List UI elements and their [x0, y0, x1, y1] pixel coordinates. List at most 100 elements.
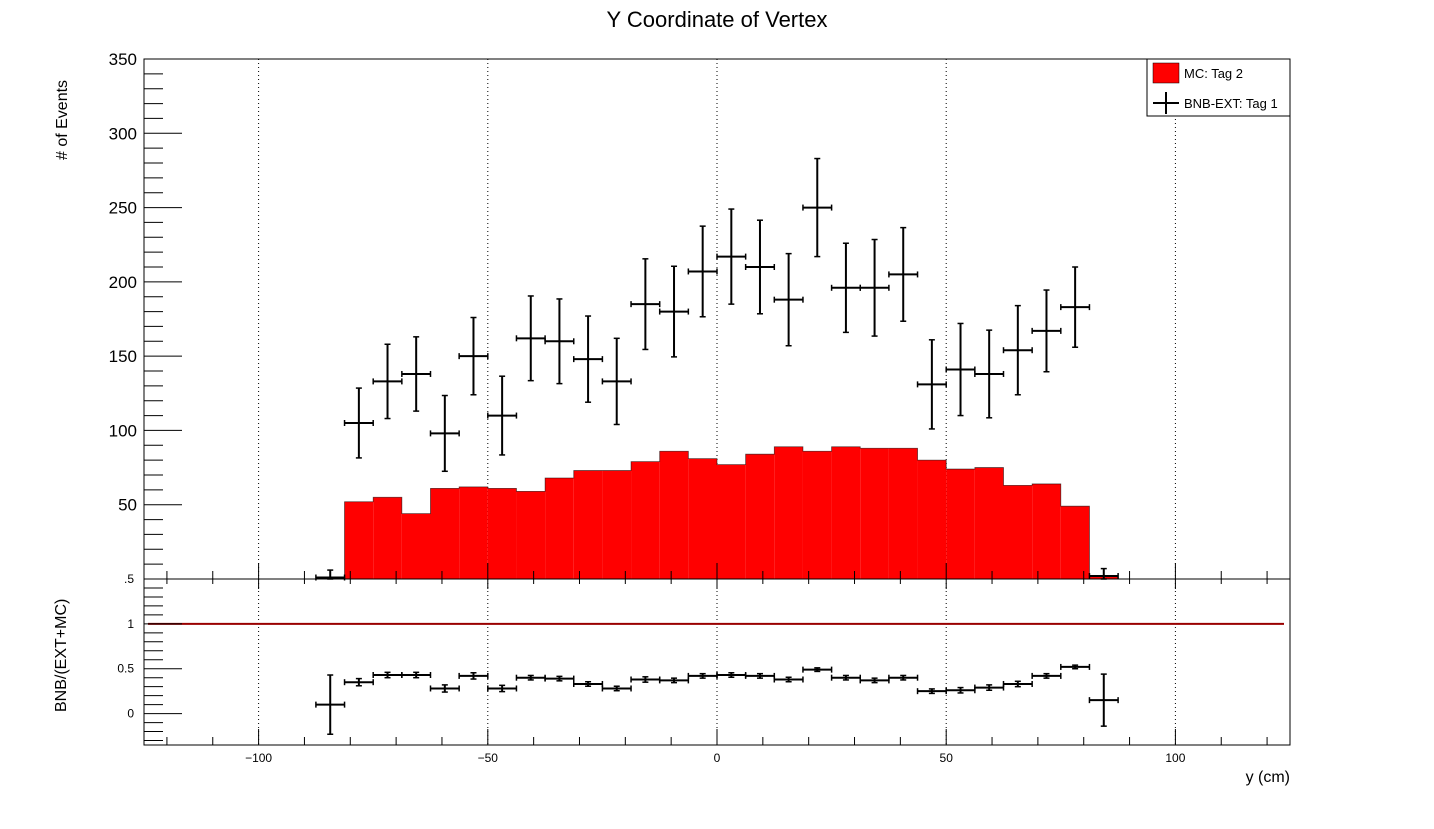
ratio-point: [429, 684, 460, 693]
ratio-panel: 0 0.5 1 .5 −100 −50 0 50 100 BNB/(EXT+MC) y (cm): [53, 572, 1291, 786]
mc-bar: [974, 467, 1004, 579]
ratio-point: [802, 666, 833, 673]
bnb-point: [687, 225, 718, 318]
mc-bar: [516, 491, 546, 579]
bnb-point: [773, 252, 804, 347]
bnb-point: [401, 336, 432, 412]
mc-bar: [831, 446, 861, 579]
ratio-y-tick-label: 0: [127, 707, 134, 721]
legend-mc-swatch: [1152, 62, 1180, 84]
top-y-tick-label: 350: [109, 50, 137, 69]
ratio-axis-ticks: 0 0.5 1 .5 −100 −50 0 50 100: [117, 572, 1268, 765]
mc-bar: [659, 451, 689, 579]
top-panel: 50 100 150 200 250 300 350 # of Events: [54, 50, 1291, 581]
bnb-point: [544, 298, 575, 385]
bnb-point: [458, 316, 489, 396]
mc-bar: [602, 470, 632, 579]
ratio-point: [974, 684, 1005, 692]
mc-bar: [745, 454, 775, 579]
bnb-point: [830, 242, 861, 334]
top-y-tick-label: 300: [109, 124, 137, 143]
mc-bar: [717, 464, 746, 579]
ratio-point: [773, 676, 804, 683]
mc-histogram: [315, 446, 1119, 579]
x-tick-label: 50: [940, 751, 954, 765]
top-y-tick-label: 150: [109, 347, 137, 366]
mc-bar: [373, 497, 402, 579]
mc-bar: [688, 458, 717, 579]
ratio-point: [458, 672, 489, 680]
bnb-point: [658, 265, 690, 358]
legend-bnb-label: BNB-EXT: Tag 1: [1184, 96, 1278, 111]
ratio-point: [1060, 663, 1091, 670]
mc-bar: [860, 448, 889, 579]
bnb-point: [1031, 289, 1062, 373]
ratio-point: [1031, 672, 1062, 679]
mc-bar: [774, 446, 803, 579]
top-y-tick-label: 50: [118, 496, 137, 515]
bnb-point: [372, 343, 403, 420]
mc-bar: [545, 477, 574, 579]
ratio-point: [916, 688, 947, 695]
ratio-point: [573, 680, 604, 687]
x-tick-label: 0: [714, 751, 721, 765]
x-tick-label: −100: [245, 751, 272, 765]
x-tick-label: 100: [1165, 751, 1185, 765]
bnb-point: [716, 208, 747, 305]
mc-bar: [1003, 485, 1033, 579]
ratio-y-axis-label: BNB/(EXT+MC): [53, 599, 70, 712]
ratio-point: [601, 685, 632, 692]
ratio-point: [315, 674, 346, 735]
bnb-point: [487, 375, 518, 456]
top-axis-ticks: 50 100 150 200 250 300 350: [109, 50, 1268, 580]
ratio-point: [658, 677, 690, 684]
top-y-tick-label: 200: [109, 273, 137, 292]
ratio-point: [945, 686, 976, 694]
ratio-point: [544, 675, 575, 682]
ratio-point: [1088, 673, 1119, 727]
ratio-point: [515, 674, 546, 681]
bnb-point: [601, 337, 632, 426]
ratio-point: [888, 674, 919, 681]
bnb-point: [916, 339, 947, 430]
legend: MC: Tag 2 BNB-EXT: Tag 1: [1146, 58, 1291, 117]
mc-bar: [344, 501, 374, 579]
legend-mc-label: MC: Tag 2: [1184, 66, 1243, 81]
mc-bar: [946, 469, 975, 579]
bnb-point: [744, 219, 776, 315]
ratio-point: [859, 677, 890, 684]
bnb-point: [974, 329, 1005, 419]
mc-bar: [888, 448, 918, 579]
ratio-point: [1002, 680, 1033, 688]
bnb-point: [429, 394, 460, 473]
bnb-point: [1060, 266, 1091, 348]
ratio-point: [487, 684, 518, 693]
ratio-point: [830, 674, 861, 681]
ratio-point: [401, 671, 432, 679]
bnb-point: [945, 322, 976, 417]
top-y-tick-label: 100: [109, 421, 137, 440]
ratio-point: [687, 672, 718, 679]
ratio-point: [744, 672, 776, 679]
mc-bar: [917, 460, 947, 579]
mc-bar: [401, 513, 431, 579]
mc-bar: [631, 461, 660, 579]
bnb-point: [802, 157, 833, 258]
ratio-gridlines: [258, 579, 1176, 745]
chart-title: Y Coordinate of Vertex: [607, 7, 828, 32]
bnb-point: [343, 387, 374, 459]
mc-bar: [430, 488, 460, 579]
mc-bar: [802, 451, 832, 579]
mc-bar: [1032, 483, 1061, 579]
ratio-point: [630, 676, 661, 683]
bnb-point: [630, 258, 661, 351]
ratio-y-top-tick-label: .5: [124, 572, 134, 586]
mc-bar: [1060, 506, 1090, 579]
ratio-point: [372, 671, 403, 679]
ratio-y-tick-label: 0.5: [117, 662, 134, 676]
bnb-point: [1002, 304, 1033, 396]
bnb-point: [859, 238, 890, 337]
x-axis-label: y (cm): [1246, 769, 1290, 786]
bnb-point: [573, 315, 604, 403]
